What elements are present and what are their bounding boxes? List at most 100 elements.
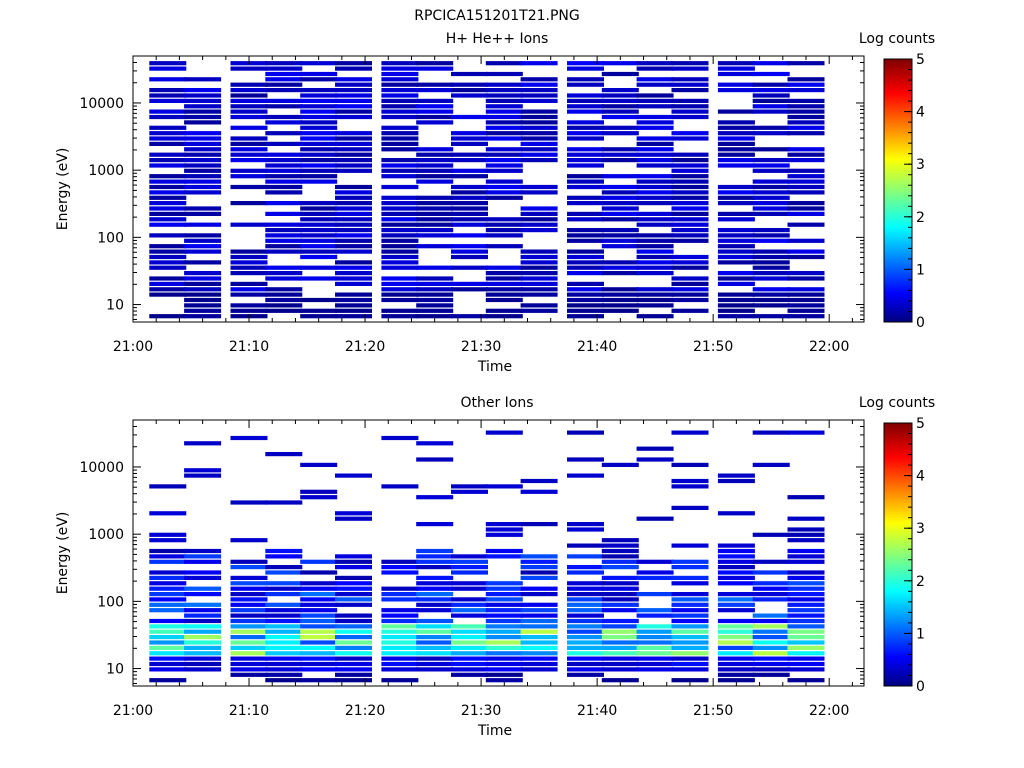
spectrogram-cell: [149, 217, 187, 222]
spectrogram-cell: [184, 244, 222, 249]
spectrogram-cell: [752, 201, 790, 206]
spectrogram-cell: [636, 314, 674, 319]
spectrogram-cell: [671, 114, 709, 120]
spectrogram-cell: [381, 141, 419, 146]
spectrogram-cell: [416, 211, 454, 216]
spectrogram-cell: [265, 608, 303, 613]
spectrogram-cell: [149, 98, 187, 103]
spectrogram-cell: [230, 292, 268, 297]
spectrogram-cell: [416, 217, 454, 222]
spectrogram-cell: [335, 635, 372, 640]
spectrogram-cell: [184, 287, 222, 292]
spectrogram-cell: [717, 211, 755, 216]
spectrogram-cell: [601, 635, 639, 640]
spectrogram-cell: [787, 597, 825, 602]
spectrogram-cell: [567, 297, 604, 303]
spectrogram-cell: [787, 527, 825, 532]
spectrogram-cell: [485, 136, 523, 141]
spectrogram-cell: [230, 82, 268, 87]
spectrogram-cell: [485, 522, 523, 527]
spectrogram-cell: [671, 98, 709, 103]
spectrogram-cell: [300, 174, 338, 179]
spectrogram-cell: [717, 281, 755, 286]
spectrogram-cell: [451, 131, 488, 136]
spectrogram-cell: [149, 201, 187, 206]
spectrogram-cell: [381, 565, 419, 570]
spectrogram-cell: [381, 114, 419, 120]
spectrogram-cell: [671, 308, 709, 313]
spectrogram-cell: [787, 104, 825, 109]
spectrogram-cell: [300, 125, 338, 130]
spectrogram-cell: [451, 570, 488, 575]
spectrogram-cell: [601, 303, 639, 308]
spectrogram-cell: [149, 667, 187, 672]
spectrogram-cell: [381, 640, 419, 645]
spectrogram-cell: [752, 672, 790, 677]
spectrogram-cell: [416, 98, 454, 103]
spectrogram-cell: [485, 484, 523, 489]
spectrogram-cell: [520, 303, 558, 308]
spectrogram-cell: [184, 152, 222, 157]
spectrogram-cell: [520, 206, 558, 211]
spectrogram-cell: [451, 602, 488, 607]
spectrogram-cell: [265, 82, 303, 87]
spectrogram-cell: [265, 656, 303, 661]
spectrogram-cell: [671, 179, 709, 184]
spectrogram-cell: [184, 592, 222, 597]
spectrogram-cell: [335, 163, 372, 168]
spectrogram-cell: [416, 147, 454, 152]
spectrogram-cell: [451, 222, 488, 227]
spectrogram-cell: [752, 314, 790, 319]
spectrogram-cell: [230, 618, 268, 624]
spectrogram-cell: [300, 114, 338, 120]
spectrogram-cell: [381, 233, 419, 238]
spectrogram-cell: [381, 174, 419, 179]
spectrogram-cells: [149, 61, 825, 319]
spectrogram-cell: [752, 667, 790, 672]
spectrogram-cell: [149, 548, 187, 554]
spectrogram-cell: [787, 238, 825, 243]
spectrogram-cell: [485, 586, 523, 591]
spectrogram-cell: [335, 554, 372, 559]
spectrogram-cell: [149, 88, 187, 93]
spectrogram-cell: [485, 581, 523, 586]
spectrogram-cell: [752, 61, 790, 66]
spectrogram-cell: [149, 260, 187, 265]
spectrogram-cell: [485, 61, 523, 66]
colorbar-tick-label: 0: [916, 679, 925, 695]
spectrogram-cell: [717, 244, 755, 249]
spectrogram-cell: [230, 141, 268, 146]
spectrogram-cell: [601, 190, 639, 195]
spectrogram-cell: [149, 66, 187, 71]
spectrogram-cell: [149, 629, 187, 634]
spectrogram-cell: [381, 201, 419, 206]
colorbar-tick-label: 3: [916, 521, 925, 537]
spectrogram-cell: [752, 71, 790, 77]
x-tick-label: 21:00: [113, 339, 153, 355]
spectrogram-cell: [184, 168, 222, 173]
spectrogram-cell: [230, 260, 268, 265]
spectrogram-cell: [300, 104, 338, 109]
spectrogram-cell: [335, 244, 372, 249]
spectrogram-cell: [335, 667, 372, 672]
spectrogram-cell: [567, 104, 604, 109]
spectrogram-cell: [300, 254, 338, 260]
spectrogram-cell: [230, 592, 268, 597]
spectrogram-cell: [149, 597, 187, 602]
spectrogram-cell: [300, 640, 338, 645]
spectrogram-cell: [335, 281, 372, 286]
spectrogram-cell: [381, 645, 419, 650]
spectrogram-cell: [752, 271, 790, 276]
spectrogram-cell: [335, 211, 372, 216]
spectrogram-cell: [717, 141, 755, 146]
spectrogram-cell: [335, 77, 372, 82]
x-tick-label: 21:50: [693, 339, 733, 355]
spectrogram-cell: [717, 314, 755, 319]
spectrogram-cell: [717, 120, 755, 125]
spectrogram-cell: [265, 570, 303, 575]
spectrogram-cell: [230, 201, 268, 206]
spectrogram-cell: [230, 303, 268, 308]
spectrogram-cell: [451, 667, 488, 672]
spectrogram-cell: [230, 667, 268, 672]
spectrogram-cell: [520, 125, 558, 130]
